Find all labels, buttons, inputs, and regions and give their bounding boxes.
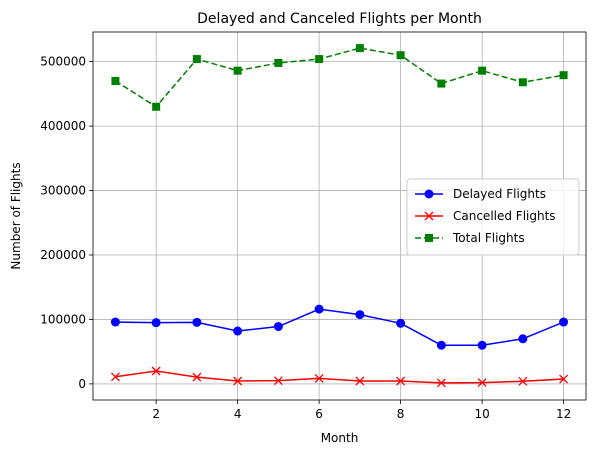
y-tick-label: 400000	[40, 119, 86, 133]
legend-label: Delayed Flights	[453, 187, 546, 201]
data-point	[559, 71, 568, 80]
data-point	[396, 51, 405, 60]
x-tick-label: 12	[556, 407, 571, 421]
data-point	[274, 58, 283, 67]
x-tick-label: 6	[315, 407, 323, 421]
y-tick-label: 500000	[40, 55, 86, 69]
series-square	[111, 44, 568, 111]
data-point	[477, 378, 487, 388]
data-point	[315, 55, 324, 64]
data-point	[518, 334, 528, 344]
legend-marker	[424, 189, 434, 199]
legend-item: Delayed Flights	[415, 187, 546, 201]
legend-label: Cancelled Flights	[453, 209, 556, 223]
series-line	[115, 370, 564, 384]
x-axis-title: Month	[321, 431, 359, 445]
data-point	[396, 318, 406, 328]
data-point	[314, 373, 324, 383]
data-point	[396, 376, 406, 386]
series-line	[115, 47, 564, 108]
x-tick-label: 4	[234, 407, 242, 421]
data-point	[151, 318, 161, 328]
data-point	[110, 317, 120, 327]
data-point	[273, 322, 283, 332]
data-point	[233, 376, 243, 386]
legend-item: Total Flights	[415, 231, 525, 245]
data-point	[355, 376, 365, 386]
legend-marker	[424, 211, 434, 221]
data-point	[518, 78, 527, 87]
data-point	[192, 55, 201, 64]
plot-frame	[92, 31, 587, 401]
data-point	[192, 372, 202, 382]
y-tick-label: 0	[78, 377, 86, 391]
data-point	[273, 376, 283, 386]
data-point	[478, 66, 487, 75]
x-tick-label: 8	[397, 407, 405, 421]
series-circle	[110, 304, 569, 350]
data-point	[559, 374, 569, 384]
x-tick-label: 2	[152, 407, 160, 421]
data-point	[151, 366, 161, 376]
series-line	[115, 308, 564, 346]
data-point	[436, 378, 446, 388]
y-tick-label: 300000	[40, 184, 86, 198]
x-tick-label: 10	[474, 407, 489, 421]
y-tick-label: 200000	[40, 248, 86, 262]
y-axis-title: Number of Flights	[9, 162, 23, 269]
data-point	[518, 376, 528, 386]
legend: Delayed Flights Cancelled Flights Total Fl…	[406, 178, 580, 256]
chart-title: Delayed and Canceled Flights per Month	[197, 11, 482, 27]
data-point	[233, 66, 242, 75]
data-point	[192, 317, 202, 327]
data-point	[233, 326, 243, 336]
data-point	[559, 317, 569, 327]
data-point	[355, 44, 364, 53]
series-x	[110, 366, 569, 388]
data-point	[152, 102, 161, 111]
data-point	[110, 372, 120, 382]
series-layer	[110, 44, 569, 388]
y-tick-label: 100000	[40, 312, 86, 326]
legend-label: Total Flights	[452, 231, 525, 245]
data-point	[436, 340, 446, 350]
legend-marker	[425, 234, 433, 242]
data-point	[437, 79, 446, 88]
data-point	[111, 76, 120, 85]
data-point	[477, 340, 487, 350]
data-point	[355, 310, 365, 320]
data-point	[314, 304, 324, 314]
legend-box	[406, 178, 580, 256]
legend-item: Cancelled Flights	[415, 209, 556, 223]
tick-layer: 2 4 6 8 10 12 0 100000 200000 300000 400000 500000	[40, 55, 571, 421]
